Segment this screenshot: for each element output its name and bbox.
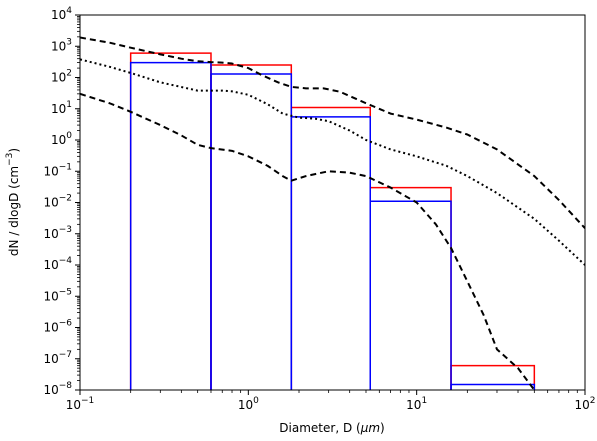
x-tick-exp: 1 [421, 396, 427, 406]
x-tick-exp: 0 [253, 396, 259, 406]
y-tick-exp: −2 [59, 194, 72, 204]
y-tick-base: 10 [43, 321, 58, 335]
y-tick-label: 10−3 [43, 225, 72, 241]
curve-dashed-2 [80, 92, 536, 390]
blue-bin-2 [290, 116, 371, 390]
y-tick-exp: −3 [59, 225, 72, 235]
y-tick-label: 102 [51, 69, 72, 85]
y-tick-exp: −8 [59, 381, 73, 391]
x-tick-exp: 2 [590, 396, 596, 406]
x-axis-label-unit: μm [360, 421, 380, 435]
y-tick-label: 101 [51, 100, 72, 116]
y-tick-label: 10−8 [43, 381, 72, 397]
y-tick-base: 10 [43, 352, 58, 366]
y-tick-label: 103 [51, 37, 72, 53]
y-tick-exp: −6 [59, 319, 73, 329]
curve-dashed-0 [80, 36, 585, 229]
y-tick-label: 10−5 [43, 287, 72, 303]
blue-bin-0 [129, 61, 212, 390]
y-tick-base: 10 [43, 164, 58, 178]
y-tick-base: 10 [51, 8, 66, 22]
y-tick-label: 10−1 [43, 162, 72, 178]
x-tick-base: 10 [66, 398, 81, 412]
y-tick-exp: −5 [59, 287, 72, 297]
y-tick-exp: 2 [66, 69, 72, 79]
blue-bin-3 [369, 200, 452, 390]
red-bin-1 [210, 64, 293, 390]
y-tick-exp: 4 [66, 6, 72, 16]
y-tick-label: 10−2 [43, 194, 72, 210]
y-tick-label: 104 [51, 6, 72, 22]
x-tick-label: 102 [574, 396, 595, 412]
y-tick-base: 10 [43, 289, 58, 303]
y-tick-exp: −7 [59, 350, 72, 360]
y-tick-exp: −1 [59, 162, 72, 172]
y-tick-exp: 0 [66, 131, 72, 141]
x-tick-label: 100 [238, 396, 259, 412]
red-bin-2 [290, 106, 371, 390]
y-tick-label: 10−7 [43, 350, 72, 366]
y-tick-base: 10 [43, 196, 58, 210]
axis-ticks: 10−1 100 101 10210−810−710−610−510−410−310−… [43, 6, 595, 412]
plot-data [80, 36, 585, 390]
plot-frame [79, 14, 586, 391]
y-tick-exp: 3 [66, 37, 72, 47]
red-bin-0 [129, 52, 212, 390]
y-axis-label: dN / dlogD (cm−3) [5, 148, 21, 256]
x-tick-label: 10−1 [66, 396, 95, 412]
y-tick-base: 10 [43, 258, 58, 272]
y-tick-base: 10 [51, 39, 66, 53]
blue-bin-4 [450, 383, 536, 390]
x-axis-label: Diameter, D (μm) [279, 421, 384, 435]
curve-dotted-1 [80, 58, 585, 266]
y-tick-exp: −4 [59, 256, 73, 266]
blue-bin-1 [210, 73, 293, 390]
x-tick-base: 10 [406, 398, 421, 412]
x-tick-label: 101 [406, 396, 427, 412]
y-axis-label-close: ) [7, 148, 21, 153]
x-axis-label-text: Diameter, D ( [279, 421, 360, 435]
y-tick-label: 10−4 [43, 256, 72, 272]
y-axis-label-text: dN / dlogD (cm [7, 166, 21, 256]
y-tick-exp: 1 [66, 100, 72, 110]
y-tick-base: 10 [51, 133, 66, 147]
y-tick-base: 10 [51, 102, 66, 116]
y-tick-base: 10 [43, 383, 58, 397]
red-bin-4 [450, 364, 536, 390]
y-tick-label: 10−6 [43, 319, 72, 335]
x-axis-label-close: ) [380, 421, 385, 435]
red-bin-3 [369, 186, 452, 390]
y-axis-label-exp: −3 [5, 153, 15, 166]
x-tick-base: 10 [238, 398, 253, 412]
y-tick-label: 100 [51, 131, 72, 147]
x-tick-exp: −1 [81, 396, 94, 406]
x-tick-base: 10 [574, 398, 589, 412]
y-tick-base: 10 [51, 71, 66, 85]
y-tick-base: 10 [43, 227, 58, 241]
